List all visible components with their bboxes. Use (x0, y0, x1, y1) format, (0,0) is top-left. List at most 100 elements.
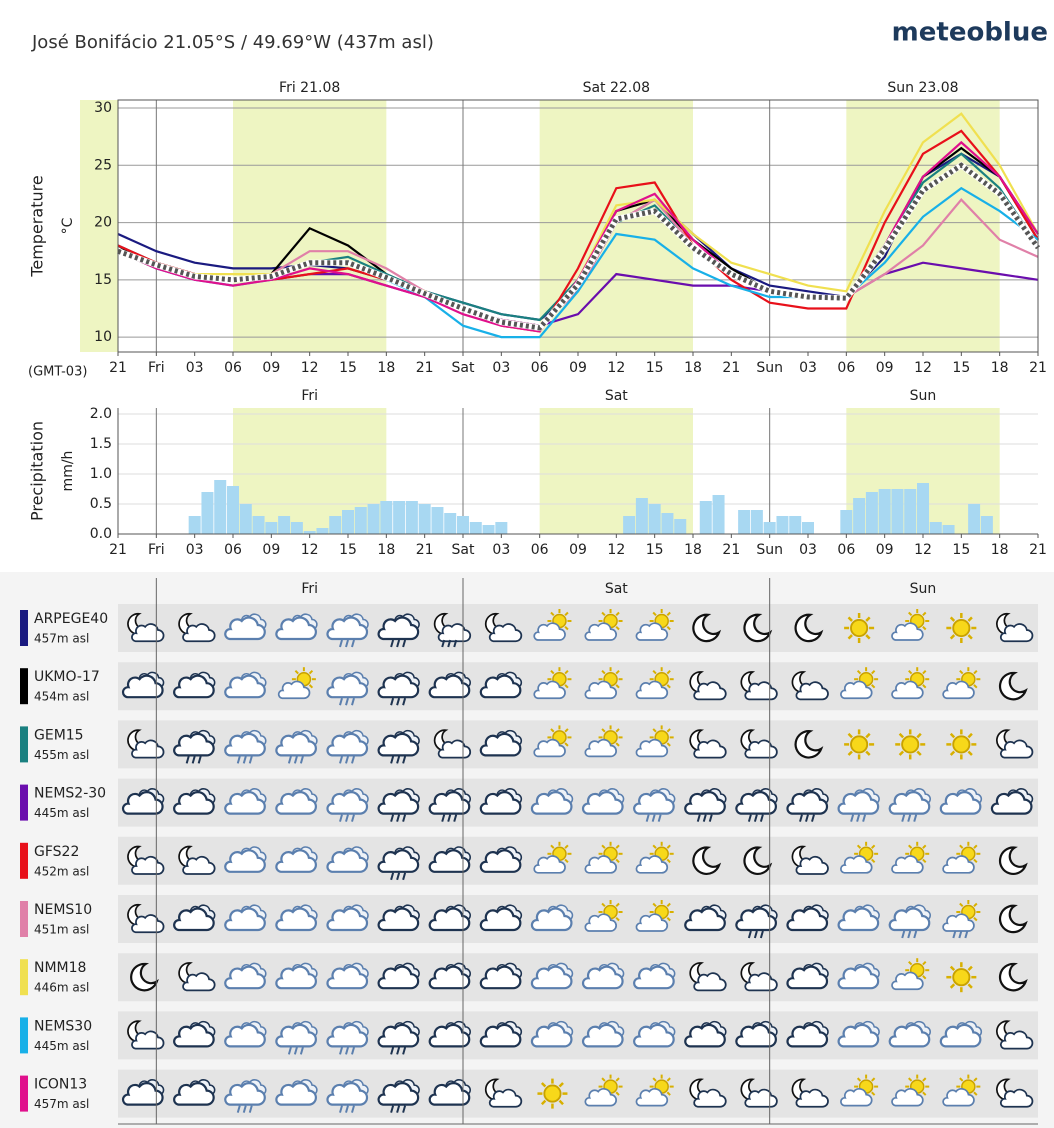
weather-icon (633, 1020, 676, 1048)
rain (390, 639, 395, 648)
rain (299, 1047, 304, 1055)
sun-ray (615, 916, 620, 922)
sun-ray (898, 732, 905, 739)
rain (339, 756, 343, 764)
weather-icon (633, 788, 676, 822)
cloud (999, 739, 1034, 759)
weather-icon (127, 1020, 165, 1050)
cloud (173, 732, 215, 757)
row-band (118, 604, 1038, 652)
row-band (118, 836, 1038, 885)
weather-icon (939, 1020, 983, 1048)
weather-icon (224, 846, 267, 873)
cloud (377, 907, 420, 932)
precip-bar (635, 498, 648, 534)
plot-frame (117, 99, 1039, 353)
rain (396, 697, 401, 706)
sun-ray (564, 858, 569, 863)
axis-band (80, 100, 118, 352)
sun-ray (564, 684, 569, 689)
weather-icon (996, 612, 1034, 643)
sun (946, 729, 977, 760)
cloud (744, 1088, 778, 1108)
sun-ray (550, 844, 555, 849)
rain (453, 639, 458, 648)
cloud (326, 732, 369, 757)
precip-bar (840, 510, 853, 534)
weather-icon (479, 846, 523, 873)
logo[interactable]: meteoblue (892, 18, 1048, 48)
y-tick-label: 1.5 (90, 436, 112, 452)
x-tick-label: 03 (492, 360, 510, 376)
weather-icon (377, 729, 420, 764)
x-tick-label: 21 (416, 360, 434, 376)
cloud (437, 623, 472, 643)
precip-bar (278, 516, 291, 534)
sun-ray (564, 670, 569, 675)
model-name: NEMS30 (34, 1018, 92, 1034)
x-tick-label: 18 (684, 542, 702, 558)
sun-ray (856, 670, 862, 675)
mean-line (117, 162, 1041, 331)
moon (794, 613, 824, 643)
cloud (428, 1082, 471, 1106)
sun-disc (952, 735, 971, 754)
rain (952, 930, 957, 939)
rain (907, 814, 912, 822)
weather-icon (891, 841, 930, 874)
weather-icon (275, 729, 318, 764)
y-tick-label: 1.0 (90, 466, 112, 482)
cloud (584, 855, 617, 874)
weather-icon (840, 841, 879, 874)
weather-icon (946, 962, 977, 993)
cloud (479, 965, 522, 990)
weather-icon (479, 729, 523, 757)
sun-ray (666, 742, 671, 747)
sun-ray (908, 961, 913, 966)
sun-ray (847, 750, 853, 756)
cloud (635, 680, 669, 700)
rain (345, 814, 349, 822)
cloud (326, 849, 369, 873)
y-axis-unit: °C (60, 217, 76, 234)
rain (645, 814, 650, 822)
sun-ray (959, 670, 964, 675)
precip-bar (738, 510, 751, 534)
sun-ray (666, 916, 671, 922)
cloud (275, 907, 317, 932)
rain (747, 814, 752, 822)
rain (958, 930, 963, 939)
weather-icon (479, 904, 523, 932)
cloud (837, 907, 880, 932)
sun-ray (615, 742, 620, 747)
weather-icon (537, 1078, 568, 1109)
x-tick-label: Sat (452, 360, 475, 376)
sun-ray (908, 611, 913, 617)
model-swatch (20, 726, 28, 763)
weather-icon (891, 667, 930, 700)
rain (248, 756, 253, 764)
sun-ray (922, 961, 927, 966)
sun-ray (922, 684, 927, 689)
rain (339, 639, 343, 648)
weather-icon (377, 613, 420, 648)
moon (794, 730, 824, 759)
cloud (224, 1023, 266, 1048)
cloud (786, 965, 829, 990)
cloud (377, 674, 420, 699)
cloud (131, 1030, 165, 1050)
x-tick-label: 06 (531, 542, 549, 558)
rain (396, 756, 401, 764)
rain (242, 756, 247, 764)
x-tick-label: 15 (339, 542, 357, 558)
y-tick-label: 10 (94, 329, 112, 345)
cloud (635, 913, 669, 932)
cloud (173, 1082, 215, 1106)
weather-icon (533, 841, 572, 874)
sun-ray (922, 611, 927, 617)
x-tick-label: 12 (914, 360, 932, 376)
weather-icon (584, 1074, 623, 1107)
rain (191, 756, 196, 764)
cloud (942, 1088, 975, 1107)
weather-icon (127, 729, 165, 759)
